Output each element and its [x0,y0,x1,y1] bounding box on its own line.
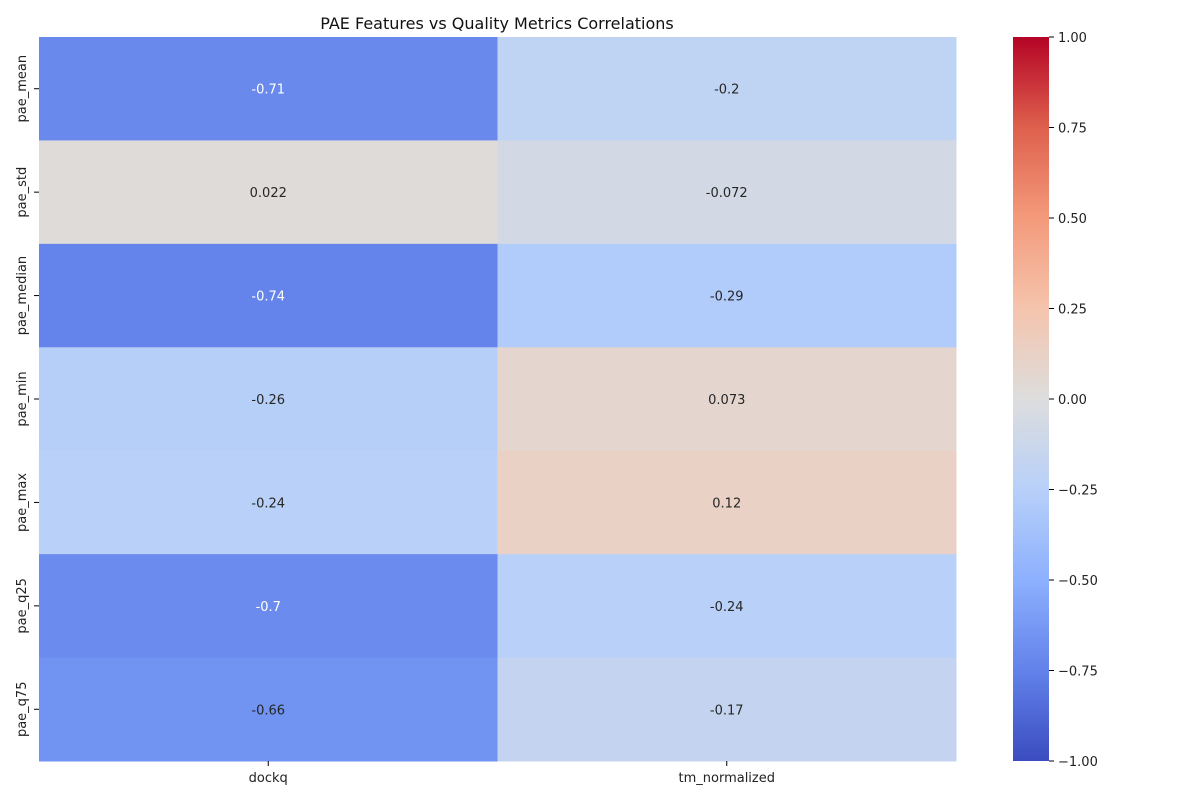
heatmap-cells: -0.71 -0.2 0.022 -0.072 -0.74 -0.29 -0.26 0.073… [39,37,957,762]
cell-pae_max-tm_normalized [497,450,957,555]
cell-label-pae_q25-dockq: -0.7 [256,600,281,615]
cell-pae_mean-dockq [39,37,498,141]
cell-pae_max-dockq [39,450,498,555]
colorbar: 1.00 0.75 0.50 0.25 0.00 −0.25 −0.50 −0.75 −1.00 [1013,31,1098,770]
cell-pae_q75-dockq [39,657,498,762]
cell-label-pae_min-tm_normalized: 0.073 [708,393,745,408]
cell-pae_median-tm_normalized [497,243,957,348]
cell-pae_median-dockq [39,243,498,348]
cell-label-pae_max-tm_normalized: 0.12 [712,496,741,511]
colorbar-tick-label: −0.50 [1058,574,1098,589]
y-axis: pae_mean pae_std pae_median pae_min pae_maxp… [15,55,39,737]
cell-label-pae_q75-dockq: -0.66 [251,703,285,718]
cell-label-pae_median-dockq: -0.74 [251,290,285,305]
x-axis: dockq tm_normalized [249,761,775,786]
colorbar-tick-label: −0.25 [1058,484,1098,499]
cell-pae_std-tm_normalized [497,140,957,245]
x-tick-label-dockq: dockq [249,771,288,786]
colorbar-tick-label: 0.00 [1058,393,1087,408]
y-tick-label-pae_std: pae_std [15,167,30,218]
cell-pae_q25-tm_normalized [497,554,957,659]
chart-title: PAE Features vs Quality Metrics Correlat… [320,14,674,33]
cell-pae_mean-tm_normalized [497,37,957,141]
colorbar-gradient [1013,37,1049,761]
cell-label-pae_mean-dockq: -0.71 [251,83,285,98]
cell-label-pae_mean-tm_normalized: -0.2 [714,83,739,98]
colorbar-tick-label: −1.00 [1058,755,1098,770]
y-tick-label-pae_min: pae_min [15,371,30,426]
colorbar-tick-label: −0.75 [1058,665,1098,680]
cell-label-pae_max-dockq: -0.24 [251,496,285,511]
cell-label-pae_q25-tm_normalized: -0.24 [710,600,744,615]
y-tick-label-pae_mean: pae_mean [15,55,30,123]
cell-label-pae_min-dockq: -0.26 [251,393,285,408]
y-tick-label-pae_max: pae_max [15,473,30,532]
colorbar-tick-label: 1.00 [1058,31,1087,46]
cell-pae_q75-tm_normalized [497,657,957,762]
colorbar-tick-label: 0.25 [1058,303,1087,318]
colorbar-tick-label: 0.50 [1058,212,1087,227]
y-tick-label-pae_q25: pae_q25 [15,578,30,634]
cell-label-pae_std-dockq: 0.022 [250,186,287,201]
cell-label-pae_q75-tm_normalized: -0.17 [710,703,744,718]
x-tick-label-tm_normalized: tm_normalized [679,771,776,786]
cell-label-pae_std-tm_normalized: -0.072 [706,186,748,201]
cell-label-pae_median-tm_normalized: -0.29 [710,290,744,305]
cell-pae_std-dockq [39,140,498,245]
y-tick-label-pae_median: pae_median [15,256,30,335]
cell-pae_min-dockq [39,347,498,452]
cell-pae_q25-dockq [39,554,498,659]
y-tick-label-pae_q75: pae_q75 [15,682,30,738]
colorbar-tick-label: 0.75 [1058,122,1087,137]
cell-pae_min-tm_normalized [497,347,957,452]
